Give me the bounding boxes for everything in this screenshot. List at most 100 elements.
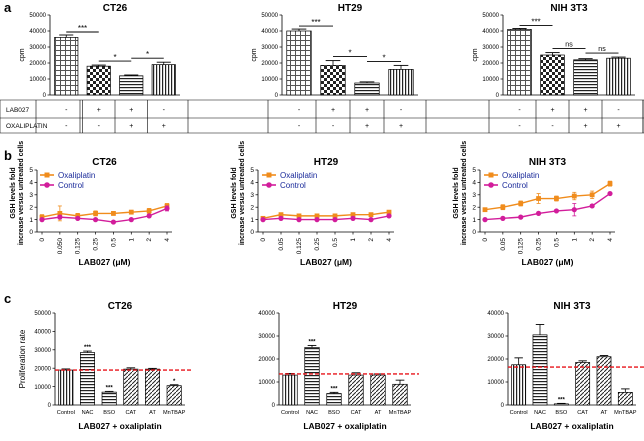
- y-tick-label: 10000: [34, 385, 51, 391]
- data-point-oxaliplatin: [518, 201, 524, 206]
- y-tick-label: 1: [29, 217, 33, 224]
- y-axis-label-line2: increase versus untreated cells: [461, 141, 468, 245]
- x-axis-label: LAB027 (μM): [522, 257, 574, 267]
- y-tick-label: 0: [275, 93, 279, 99]
- bar-0: [511, 364, 527, 406]
- data-point-oxaliplatin: [536, 196, 541, 201]
- bar-0: [507, 29, 532, 96]
- bar-0: [58, 369, 74, 406]
- treatment-mark: +: [399, 123, 403, 130]
- data-point-oxaliplatin: [146, 208, 152, 214]
- y-tick-label: 1: [250, 217, 254, 224]
- chart-title: HT29: [338, 3, 363, 14]
- significance-2: ***: [330, 386, 338, 392]
- y-axis-label: GSH levels foldincrease versus untreated…: [10, 141, 25, 245]
- treatment-mark: +: [129, 107, 133, 114]
- bar-1: [86, 65, 111, 96]
- legend-ht29-control: Control: [280, 181, 306, 190]
- series-line-control: [41, 207, 168, 223]
- data-point-control: [296, 217, 302, 223]
- data-point-control: [314, 217, 320, 223]
- data-point-oxaliplatin: [332, 213, 338, 219]
- treatment-mark: -: [332, 123, 335, 130]
- y-tick-label: 10000: [487, 380, 504, 386]
- treatment-mark: +: [129, 123, 133, 130]
- treatment-mark: -: [551, 123, 554, 130]
- y-tick-label: 4: [29, 180, 33, 187]
- category-label-3: CAT: [351, 410, 362, 416]
- y-tick-label: 5: [250, 167, 254, 174]
- significance-2: ***: [558, 397, 566, 403]
- data-point-control: [128, 217, 134, 223]
- legend-nih3t3-control: Control: [502, 181, 528, 190]
- treatment-mark: -: [518, 123, 521, 130]
- category-label-2: BSO: [555, 410, 567, 416]
- treatment-mark: +: [331, 107, 335, 114]
- y-tick-label: 40000: [34, 330, 51, 336]
- data-point-oxaliplatin: [278, 212, 284, 218]
- y-tick-label: 0: [48, 403, 52, 409]
- category-label-5: MnTBAP: [163, 410, 186, 416]
- y-tick-label: 0: [472, 229, 476, 236]
- chart-title: NIH 3T3: [553, 301, 591, 312]
- significance-1: ***: [308, 339, 316, 345]
- chart-title: HT29: [314, 157, 339, 168]
- significance-label-0: ***: [78, 24, 87, 33]
- y-tick-label: 0: [250, 229, 254, 236]
- series-line-control: [262, 215, 390, 221]
- x-axis-label: LAB027 + oxaliplatin: [530, 421, 613, 431]
- significance-label-1: ns: [565, 42, 573, 49]
- y-tick-label: 10000: [482, 77, 499, 83]
- category-label-3: CAT: [577, 410, 588, 416]
- bar-1: [79, 352, 95, 406]
- treatment-mark: +: [162, 123, 166, 130]
- x-tick-label: 2: [589, 238, 596, 242]
- x-tick-label: 0: [482, 238, 489, 242]
- data-point-oxaliplatin: [589, 192, 595, 198]
- x-tick-label: 0.25: [93, 238, 100, 251]
- x-tick-label: 1: [571, 238, 578, 242]
- data-point-control: [500, 215, 506, 221]
- bar-0: [286, 30, 312, 96]
- y-tick-label: 0: [43, 93, 47, 99]
- x-tick-label: 0.25: [314, 238, 321, 251]
- x-tick-label: 0.05: [500, 238, 507, 251]
- y-tick-label: 2: [250, 204, 254, 211]
- bar-4: [370, 374, 386, 406]
- data-point-oxaliplatin: [350, 212, 356, 218]
- data-point-oxaliplatin: [607, 181, 613, 187]
- category-label-2: BSO: [103, 410, 115, 416]
- category-label-1: NAC: [534, 410, 546, 416]
- treatment-mark: +: [550, 107, 554, 114]
- y-tick-label: 1: [472, 217, 476, 224]
- treatment-mark: -: [163, 107, 166, 114]
- x-tick-label: 0: [260, 238, 267, 242]
- y-tick-label: 40000: [261, 29, 278, 35]
- data-point-oxaliplatin: [57, 211, 63, 216]
- y-axis-label-line1: GSH levels fold: [453, 167, 460, 218]
- y-tick-label: 5: [472, 167, 476, 174]
- chart-a-nih3t3: NIH 3T3 0 10000 20000 30000 40000 50000 cpm *** n…: [472, 3, 644, 133]
- y-tick-label: 3: [250, 192, 254, 199]
- x-tick-label: 0.5: [553, 238, 560, 247]
- y-tick-label: 10000: [261, 77, 278, 83]
- bar-2: [119, 75, 144, 96]
- y-tick-label: 2: [29, 204, 33, 211]
- y-tick-label: 20000: [34, 366, 51, 372]
- chart-c-ct26: CT26 0 10000 20000 30000 40000 50000 Proliferat…: [18, 301, 193, 431]
- chart-b-ct26: CT26 0 1 2 3 4 5 GSH levels foldincrease versus…: [10, 141, 172, 267]
- x-tick-label: 1: [350, 238, 357, 242]
- x-tick-label: 0.125: [75, 238, 82, 255]
- legend-ct26: Oxaliplatin Control: [40, 171, 95, 190]
- chart-c-nih3t3: NIH 3T3 0 10000 20000 30000 40000 Control NAC BS…: [487, 301, 644, 431]
- x-tick-label: 2: [146, 238, 153, 242]
- data-point-control: [386, 213, 392, 219]
- bar-2: [354, 82, 380, 96]
- data-point-control: [110, 219, 117, 225]
- y-axis-label-line1: GSH levels fold: [231, 167, 238, 218]
- y-tick-label: 20000: [482, 61, 499, 67]
- data-point-control: [57, 214, 63, 220]
- y-tick-label: 0: [496, 93, 500, 99]
- significance-label-1: *: [348, 49, 351, 58]
